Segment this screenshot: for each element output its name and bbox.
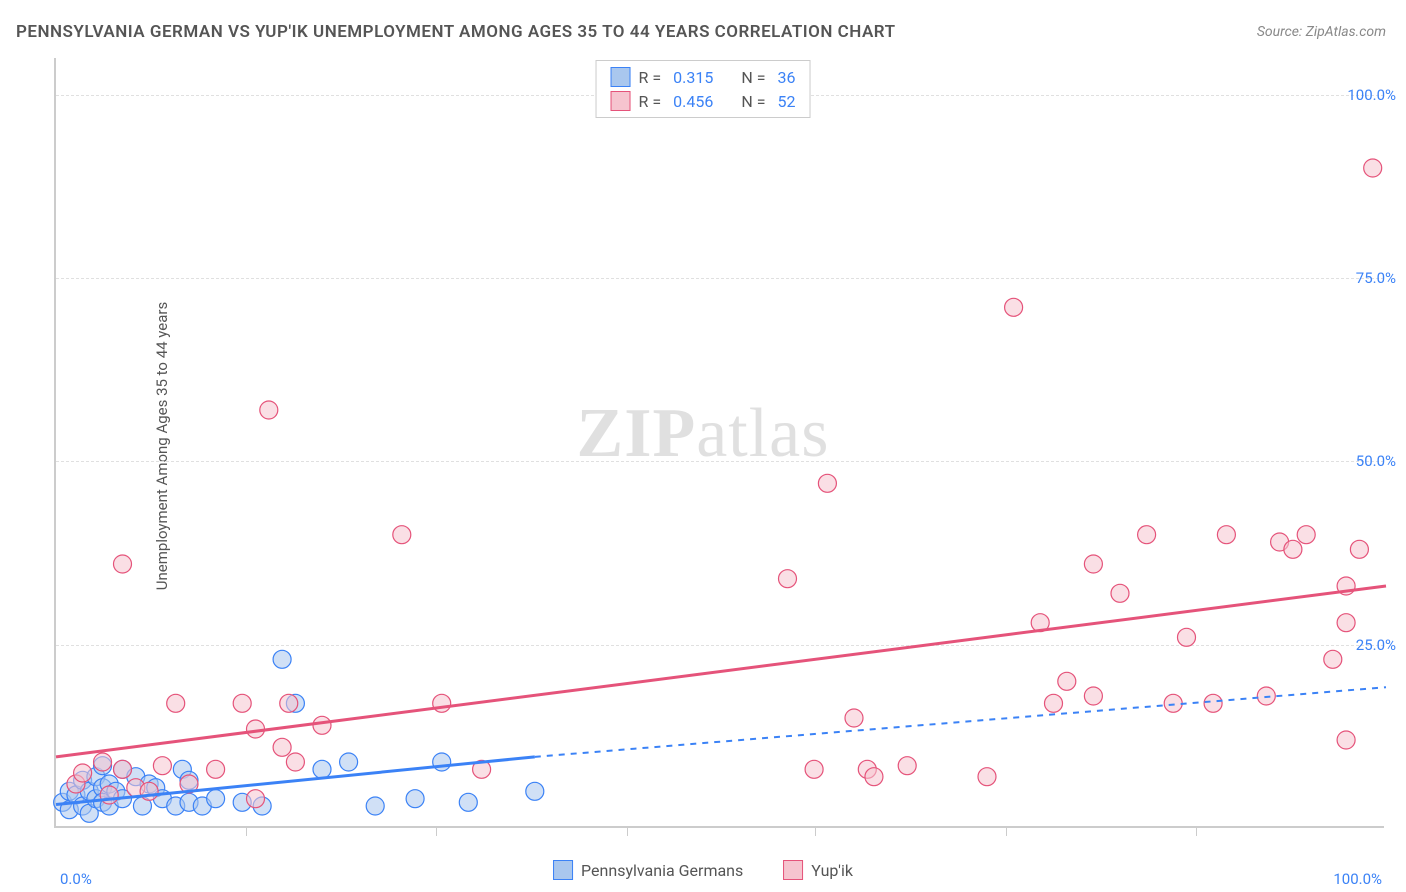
scatter-svg <box>56 58 1384 826</box>
scatter-point <box>233 694 251 712</box>
scatter-point <box>1058 672 1076 690</box>
scatter-point <box>1084 555 1102 573</box>
scatter-point <box>898 757 916 775</box>
x-tick-min: 0.0% <box>60 870 92 888</box>
x-tick <box>1196 826 1197 836</box>
plot-area <box>54 58 1384 828</box>
scatter-point <box>393 526 411 544</box>
scatter-point <box>779 570 797 588</box>
scatter-point <box>167 694 185 712</box>
scatter-point <box>207 760 225 778</box>
source-label: Source: ZipAtlas.com <box>1257 24 1386 40</box>
n-label: N = <box>741 92 765 111</box>
x-tick <box>627 826 628 836</box>
scatter-point <box>1138 526 1156 544</box>
scatter-point <box>459 793 477 811</box>
scatter-point <box>978 768 996 786</box>
legend-item-2: Yup'ik <box>783 860 853 880</box>
scatter-point <box>273 738 291 756</box>
scatter-point <box>805 760 823 778</box>
scatter-point <box>845 709 863 727</box>
scatter-point <box>313 760 331 778</box>
scatter-point <box>1284 540 1302 558</box>
x-tick <box>436 826 437 836</box>
scatter-point <box>280 694 298 712</box>
x-tick <box>1006 826 1007 836</box>
scatter-point <box>1337 731 1355 749</box>
legend-swatch-2 <box>783 860 803 880</box>
legend-label-2: Yup'ik <box>811 861 853 880</box>
scatter-point <box>207 790 225 808</box>
stats-row-1: R = 0.315 N = 36 <box>611 65 796 89</box>
scatter-point <box>526 782 544 800</box>
scatter-point <box>74 764 92 782</box>
swatch-series-2 <box>611 91 631 111</box>
scatter-point <box>1324 650 1342 668</box>
y-tick-label: 75.0% <box>1356 269 1396 287</box>
scatter-point <box>1364 159 1382 177</box>
scatter-point <box>114 555 132 573</box>
scatter-point <box>1178 628 1196 646</box>
n-value-1: 36 <box>777 68 795 87</box>
scatter-point <box>433 753 451 771</box>
x-tick <box>815 826 816 836</box>
scatter-point <box>1204 694 1222 712</box>
r-value-1: 0.315 <box>673 68 713 87</box>
scatter-point <box>153 757 171 775</box>
scatter-point <box>340 753 358 771</box>
scatter-point <box>1350 540 1368 558</box>
scatter-point <box>114 760 132 778</box>
x-tick <box>246 826 247 836</box>
stats-row-2: R = 0.456 N = 52 <box>611 89 796 113</box>
scatter-point <box>1337 614 1355 632</box>
scatter-point <box>1045 694 1063 712</box>
bottom-legend: Pennsylvania Germans Yup'ik <box>553 860 853 880</box>
y-tick-label: 25.0% <box>1356 636 1396 654</box>
legend-swatch-1 <box>553 860 573 880</box>
scatter-point <box>1297 526 1315 544</box>
x-tick-max: 100.0% <box>1333 870 1382 888</box>
scatter-point <box>865 768 883 786</box>
scatter-point <box>247 790 265 808</box>
scatter-point <box>1005 298 1023 316</box>
r-label: R = <box>639 68 662 87</box>
n-value-2: 52 <box>777 92 795 111</box>
y-tick-label: 100.0% <box>1347 86 1396 104</box>
scatter-point <box>1084 687 1102 705</box>
scatter-point <box>366 797 384 815</box>
scatter-point <box>1164 694 1182 712</box>
stats-box: R = 0.315 N = 36 R = 0.456 N = 52 <box>596 60 811 118</box>
scatter-point <box>818 474 836 492</box>
swatch-series-1 <box>611 67 631 87</box>
scatter-point <box>140 782 158 800</box>
scatter-point <box>273 650 291 668</box>
scatter-point <box>286 753 304 771</box>
n-label: N = <box>741 68 765 87</box>
r-value-2: 0.456 <box>673 92 713 111</box>
y-tick-label: 50.0% <box>1356 452 1396 470</box>
scatter-point <box>313 716 331 734</box>
scatter-point <box>94 753 112 771</box>
r-label: R = <box>639 92 662 111</box>
scatter-point <box>1111 584 1129 602</box>
scatter-point <box>260 401 278 419</box>
scatter-point <box>406 790 424 808</box>
legend-item-1: Pennsylvania Germans <box>553 860 743 880</box>
chart-title: PENNSYLVANIA GERMAN VS YUP'IK UNEMPLOYME… <box>16 22 896 42</box>
legend-label-1: Pennsylvania Germans <box>581 861 743 880</box>
scatter-point <box>1217 526 1235 544</box>
